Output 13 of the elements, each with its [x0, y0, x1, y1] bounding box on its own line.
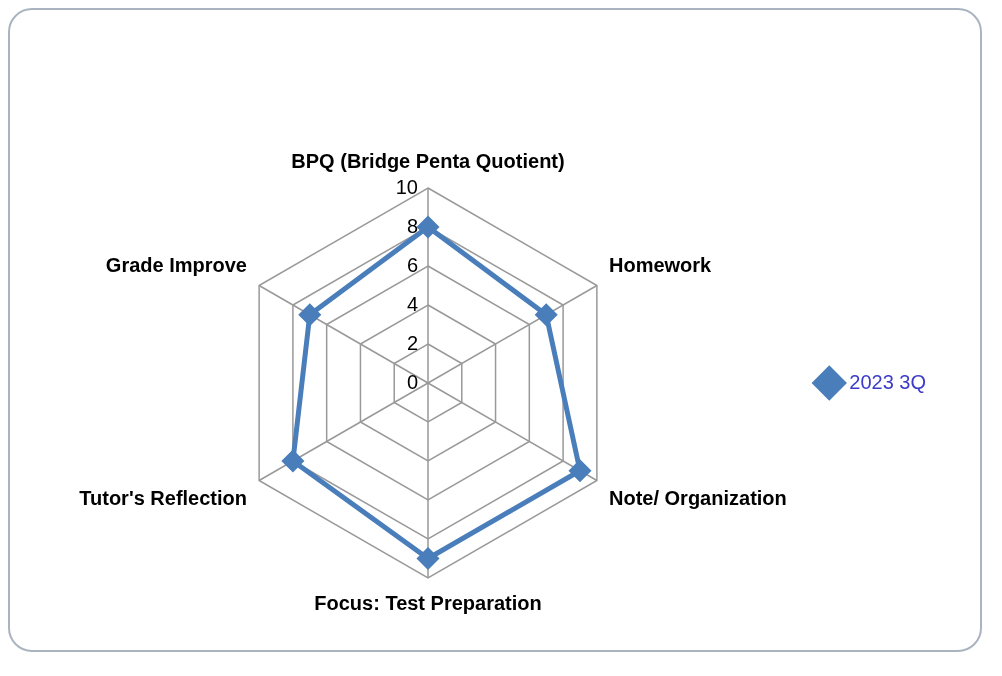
spoke-label: Note/ Organization [609, 487, 787, 510]
spoke-label: Homework [609, 254, 713, 277]
spoke-label: Focus: Test Preparation [314, 591, 542, 614]
y-tick-label: 2 [406, 331, 418, 354]
y-tick-label: 0 [406, 370, 418, 393]
spoke-label: Grade Improve [105, 254, 247, 277]
legend-label: 2023 3Q [849, 370, 927, 393]
y-tick-label: 6 [406, 253, 418, 276]
y-tick-label: 8 [406, 214, 418, 237]
y-tick-label: 4 [406, 292, 418, 315]
spoke-label: Tutor's Reflection [79, 487, 247, 510]
y-tick-label: 10 [395, 175, 418, 198]
spoke-label: BPQ (Bridge Penta Quotient) [291, 149, 565, 172]
